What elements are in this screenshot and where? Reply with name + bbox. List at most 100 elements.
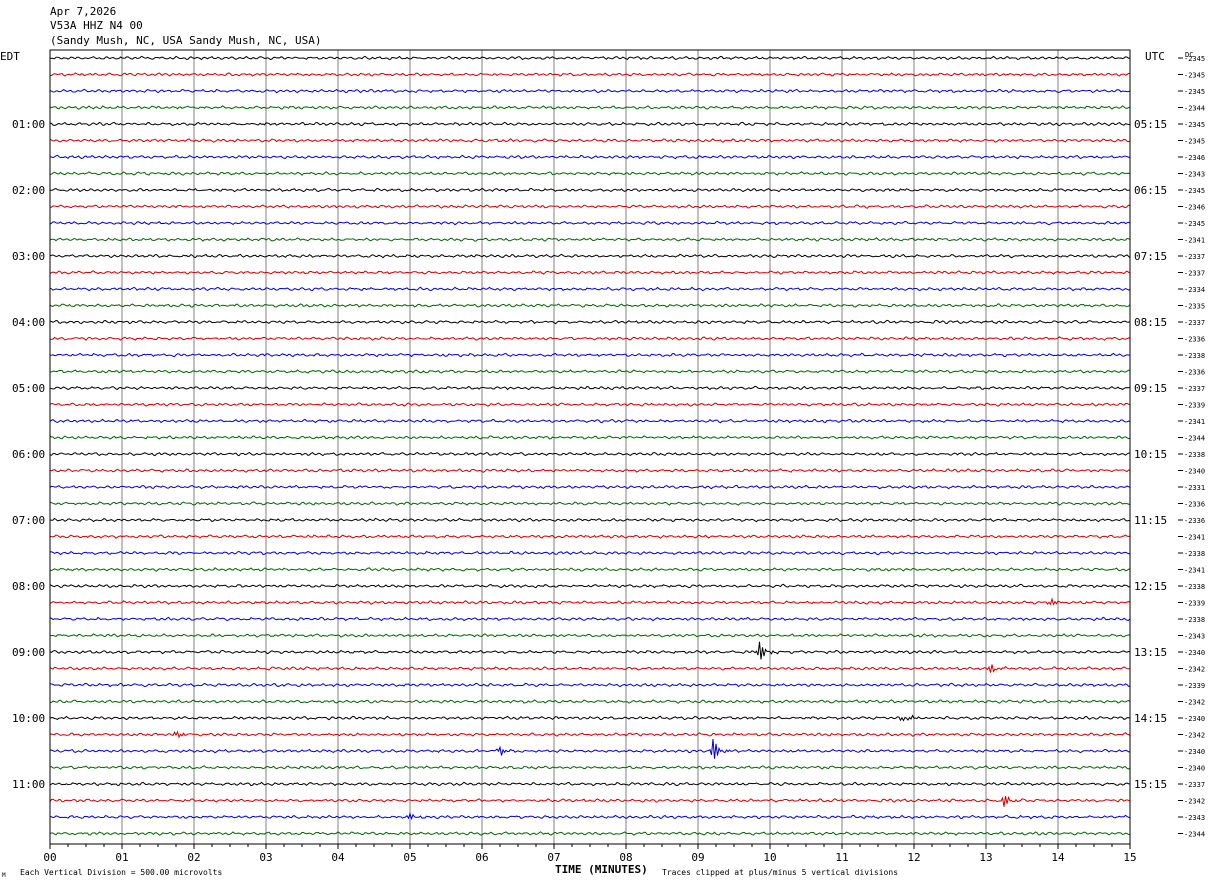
right-hour-label: 05:15	[1134, 118, 1167, 131]
trace-36	[49, 641, 1131, 660]
dc-offset-labels: -2345 -2345 -2345 -2344 -2345 -2345 -2346 -2343…	[1178, 55, 1205, 839]
right-hour-label: 12:15	[1134, 580, 1167, 593]
trace-9	[49, 204, 1131, 209]
trace-22	[49, 418, 1131, 424]
dc-offset-20: -2337	[1184, 385, 1205, 393]
left-hour-label: 10:00	[12, 712, 45, 725]
dc-offset-45: -2342	[1184, 798, 1205, 806]
dc-offset-38: -2339	[1184, 682, 1205, 690]
right-hour-label: 13:15	[1134, 646, 1167, 659]
trace-12	[49, 253, 1131, 259]
seismic-traces	[49, 55, 1131, 836]
trace-46	[49, 812, 1131, 821]
grid	[121, 50, 1059, 844]
x-tick-label-13: 13	[979, 851, 992, 864]
dc-offset-24: -2338	[1184, 451, 1205, 459]
x-tick-label-10: 10	[763, 851, 776, 864]
dc-offset-10: -2345	[1184, 220, 1205, 228]
left-hour-label: 03:00	[12, 250, 45, 263]
dc-offset-13: -2337	[1184, 270, 1205, 278]
left-hour-label: 02:00	[12, 184, 45, 197]
x-axis-title: TIME (MINUTES)	[555, 863, 648, 876]
dc-offset-4: -2345	[1184, 121, 1205, 129]
trace-21	[49, 402, 1131, 407]
left-timezone-label: EDT	[0, 50, 20, 63]
left-time-labels: 01:00 02:00 03:00 04:00 05:00 06:00 07:00 08:00…	[12, 118, 45, 791]
trace-27	[49, 501, 1131, 506]
station-location: (Sandy Mush, NC, USA Sandy Mush, NC, USA…	[50, 34, 322, 47]
right-hour-label: 09:15	[1134, 382, 1167, 395]
dc-offset-17: -2336	[1184, 336, 1205, 344]
trace-25	[49, 468, 1131, 473]
plot-date: Apr 7,2026	[50, 5, 117, 18]
dc-offset-31: -2341	[1184, 567, 1205, 575]
station-code: V53A HHZ N4 00	[50, 19, 143, 32]
trace-37	[49, 664, 1131, 673]
dc-offset-32: -2338	[1184, 583, 1205, 591]
trace-13	[49, 270, 1131, 275]
trace-14	[49, 286, 1131, 292]
dc-offset-7: -2343	[1184, 171, 1205, 179]
right-hour-label: 15:15	[1134, 778, 1167, 791]
dc-offset-41: -2342	[1184, 732, 1205, 740]
scale-note: Each Vertical Division = 500.00 microvol…	[20, 868, 223, 877]
dc-offset-1: -2345	[1184, 72, 1205, 80]
left-hour-label: 06:00	[12, 448, 45, 461]
right-hour-label: 14:15	[1134, 712, 1167, 725]
right-hour-label: 10:15	[1134, 448, 1167, 461]
x-tick-label-04: 04	[331, 851, 345, 864]
trace-8	[49, 187, 1131, 193]
dc-offset-2: -2345	[1184, 88, 1205, 96]
dc-offset-39: -2342	[1184, 699, 1205, 707]
trace-43	[49, 765, 1131, 770]
clip-note: Traces clipped at plus/minus 5 vertical …	[662, 868, 899, 877]
right-time-labels: 05:15 06:15 07:15 08:15 09:15 10:15 11:15 12:15…	[1134, 118, 1167, 791]
dc-offset-19: -2336	[1184, 369, 1205, 377]
left-hour-label: 05:00	[12, 382, 45, 395]
left-hour-label: 07:00	[12, 514, 45, 527]
trace-15	[49, 303, 1131, 308]
trace-28	[49, 517, 1131, 523]
right-hour-label: 08:15	[1134, 316, 1167, 329]
trace-26	[49, 484, 1131, 490]
dc-offset-29: -2341	[1184, 534, 1205, 542]
left-hour-label: 08:00	[12, 580, 45, 593]
trace-44	[49, 781, 1131, 787]
x-tick-label-06: 06	[475, 851, 488, 864]
dc-offset-15: -2335	[1184, 303, 1205, 311]
dc-offset-5: -2345	[1184, 138, 1205, 146]
dc-offset-44: -2337	[1184, 781, 1205, 789]
dc-offset-12: -2337	[1184, 253, 1205, 261]
trace-42	[49, 739, 1131, 759]
trace-40	[49, 714, 1131, 722]
trace-16	[49, 319, 1131, 325]
dc-offset-22: -2341	[1184, 418, 1205, 426]
x-tick-label-15: 15	[1123, 851, 1136, 864]
plot-frame	[49, 49, 1131, 845]
trace-23	[49, 435, 1131, 440]
dc-header: DC	[1185, 51, 1193, 59]
trace-7	[49, 171, 1131, 176]
trace-20	[49, 385, 1131, 391]
trace-2	[49, 88, 1131, 94]
trace-4	[49, 121, 1131, 127]
x-tick-label-05: 05	[403, 851, 416, 864]
trace-3	[49, 105, 1131, 110]
dc-offset-18: -2338	[1184, 352, 1205, 360]
trace-24	[49, 451, 1131, 457]
trace-39	[49, 699, 1131, 704]
dc-offset-28: -2336	[1184, 517, 1205, 525]
trace-0	[49, 55, 1131, 61]
dc-offset-30: -2338	[1184, 550, 1205, 558]
x-tick-label-00: 00	[43, 851, 56, 864]
trace-30	[49, 550, 1131, 556]
dc-offset-25: -2340	[1184, 468, 1205, 476]
dc-offset-26: -2331	[1184, 484, 1205, 492]
left-hour-label: 01:00	[12, 118, 45, 131]
trace-41	[49, 730, 1131, 739]
dc-offset-8: -2345	[1184, 187, 1205, 195]
x-tick-label-14: 14	[1051, 851, 1065, 864]
right-hour-label: 11:15	[1134, 514, 1167, 527]
dc-offset-21: -2339	[1184, 402, 1205, 410]
right-hour-label: 07:15	[1134, 250, 1167, 263]
